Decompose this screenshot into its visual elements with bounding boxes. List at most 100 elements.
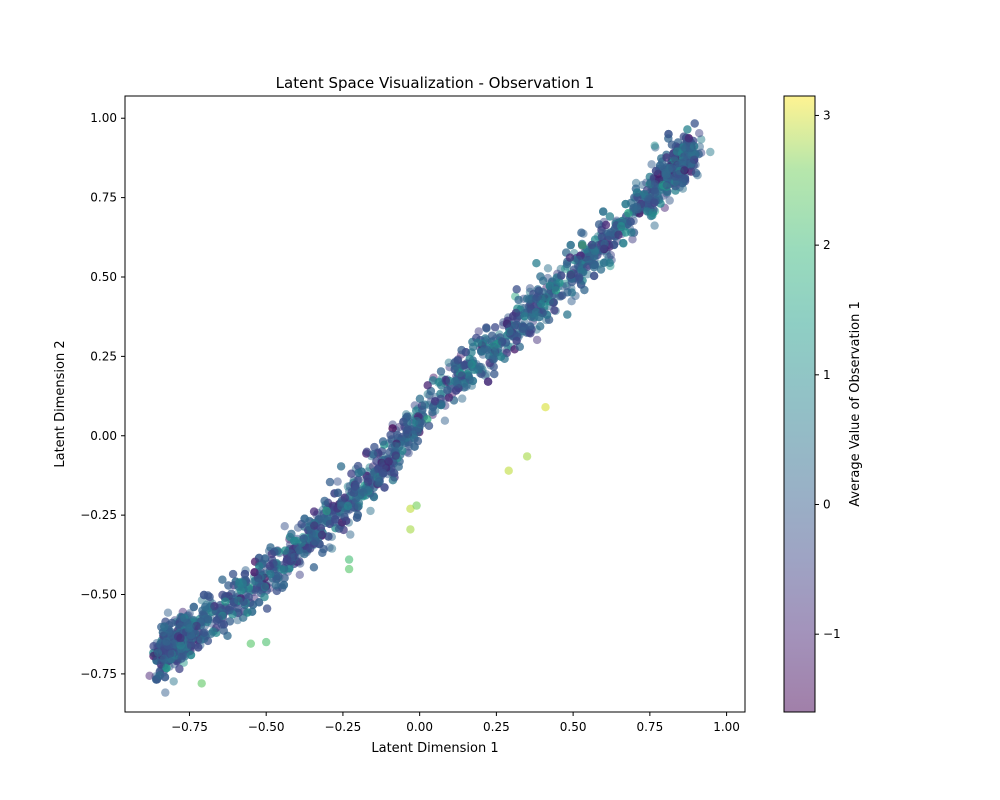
scatter-point (619, 238, 628, 248)
scatter-point (200, 602, 210, 612)
scatter-point (452, 386, 461, 395)
scatter-point (363, 477, 373, 486)
scatter-point (394, 462, 403, 471)
scatter-point (307, 529, 316, 538)
scatter-point (282, 557, 291, 566)
outlier-point (412, 501, 421, 510)
scatter-point (359, 488, 368, 497)
scatter-point (683, 125, 692, 134)
scatter-point (266, 570, 275, 579)
scatter-point (159, 654, 169, 663)
scatter-point (309, 507, 319, 516)
scatter-point (343, 501, 353, 511)
scatter-point (475, 362, 484, 372)
y-axis-ticks: −0.75 −0.50 −0.25 0.00 0.25 0.50 0.75 1.00 (80, 111, 125, 681)
scatter-point (218, 575, 227, 584)
scatter-point (526, 329, 535, 338)
scatter-point (441, 375, 450, 385)
scatter-point (490, 323, 500, 332)
scatter-point (189, 602, 198, 612)
scatter-point (160, 673, 170, 682)
scatter-point (514, 295, 523, 305)
scatter-point (512, 285, 521, 294)
scatter-point (388, 476, 398, 485)
scatter-point (186, 631, 196, 640)
scatter-point (336, 462, 346, 471)
scatter-point (415, 394, 425, 403)
scatter-point (665, 196, 674, 205)
scatter-point (526, 322, 535, 331)
scatter-point (632, 202, 641, 212)
scatter-point (473, 338, 482, 347)
scatter-point (152, 675, 161, 684)
colorbar-ticks: −1 0 1 2 3 (815, 108, 841, 641)
scatter-point (260, 592, 269, 602)
scatter-point (527, 312, 536, 321)
scatter-point (366, 506, 375, 516)
scatter-point (162, 663, 171, 673)
x-tick-label: 1.00 (713, 720, 740, 734)
colorbar: −1 0 1 2 3 Average Value of Observation 1 (783, 95, 863, 713)
scatter-point (309, 563, 319, 572)
scatter-point (219, 620, 229, 629)
scatter-point (650, 198, 659, 207)
x-axis-label: Latent Dimension 1 (371, 741, 498, 756)
scatter-point (563, 310, 572, 319)
y-tick-label: 1.00 (90, 111, 117, 125)
scatter-point (163, 608, 173, 617)
plot-frame (124, 95, 746, 713)
scatter-point (680, 166, 689, 175)
colorbar-tick-label: 1 (823, 368, 831, 382)
scatter-point (299, 534, 308, 543)
scatter-point (614, 230, 623, 239)
scatter-point (224, 581, 233, 590)
scatter-point (391, 451, 400, 460)
scatter-point (280, 565, 289, 575)
scatter-point (689, 142, 699, 151)
scatter-point (206, 629, 216, 638)
scatter-point (437, 399, 446, 409)
outlier-point (344, 564, 354, 574)
scatter-point (333, 488, 343, 497)
scatter-point (320, 513, 329, 523)
x-tick-label: 0.75 (636, 720, 663, 734)
scatter-point (436, 367, 446, 376)
scatter-point (145, 671, 154, 680)
scatter-point (295, 545, 304, 555)
scatter-point (609, 240, 619, 249)
outlier-point (246, 639, 255, 648)
scatter-point (512, 320, 521, 330)
scatter-point (287, 549, 296, 558)
colorbar-tick-label: −1 (823, 627, 841, 641)
scatter-point (239, 597, 248, 606)
scatter-point (487, 331, 497, 340)
scatter-point (690, 155, 699, 164)
scatter-point (496, 352, 506, 361)
scatter-point (575, 273, 584, 282)
scatter-point (520, 312, 529, 321)
scatter-point (577, 228, 586, 237)
scatter-point (574, 255, 583, 264)
scatter-point (300, 514, 309, 523)
scatter-point (518, 322, 528, 331)
scatter-point (423, 381, 432, 390)
scatter-point (616, 222, 626, 231)
scatter-point (169, 677, 178, 686)
y-tick-label: −0.50 (80, 588, 117, 602)
scatter-point (664, 165, 673, 174)
scatter-point (651, 188, 660, 197)
scatter-point (535, 313, 544, 322)
scatter-point (262, 604, 272, 613)
scatter-point (664, 129, 673, 139)
scatter-point (194, 643, 203, 652)
scatter-point (388, 424, 397, 433)
scatter-point (379, 469, 388, 478)
outlier-point (541, 403, 550, 412)
scatter-point (199, 590, 209, 600)
scatter-point (647, 160, 656, 169)
scatter-point (468, 376, 478, 386)
scatter-point (662, 153, 671, 162)
scatter-point (550, 306, 559, 315)
scatter-point (346, 530, 355, 539)
